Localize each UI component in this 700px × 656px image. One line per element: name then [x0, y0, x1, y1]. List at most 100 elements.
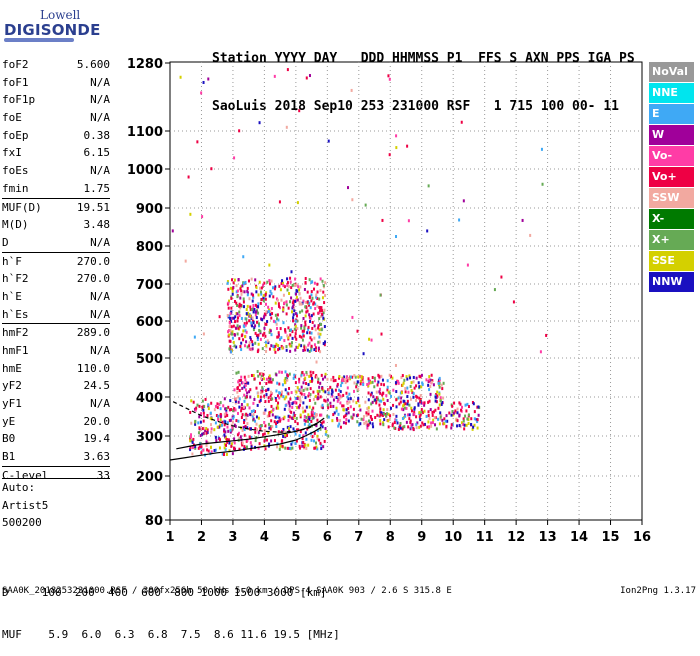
echo-point [230, 306, 233, 310]
echo-point [263, 297, 266, 301]
echo-point [304, 346, 307, 350]
echo-point [359, 408, 362, 412]
echo-point [268, 279, 271, 283]
echo-point [307, 325, 310, 329]
echo-point [278, 382, 281, 386]
echo-point [265, 377, 268, 381]
echo-point [262, 377, 265, 381]
echo-point [284, 329, 287, 333]
echo-point [200, 91, 203, 95]
echo-point [415, 415, 418, 419]
echo-point [304, 419, 307, 423]
echo-point [294, 348, 297, 352]
echo-point [386, 385, 389, 389]
echo-point [209, 445, 212, 449]
echo-point [240, 341, 243, 345]
echo-point [238, 379, 241, 383]
echo-point [267, 399, 270, 403]
echo-point [329, 405, 332, 409]
echo-point [236, 332, 239, 336]
echo-point [229, 286, 232, 290]
echo-point [328, 388, 331, 392]
echo-point [283, 301, 286, 305]
echo-point [253, 325, 256, 329]
echo-point [271, 397, 274, 401]
echo-point [368, 421, 371, 425]
echo-point [465, 409, 468, 413]
echo-point [396, 421, 399, 425]
echo-point [409, 427, 412, 431]
echo-point [191, 452, 194, 456]
echo-point [276, 445, 279, 449]
echo-point [243, 322, 246, 326]
echo-point [291, 283, 294, 287]
echo-point [347, 411, 350, 415]
echo-point [412, 395, 415, 399]
echo-point [462, 422, 465, 426]
echo-point [224, 443, 227, 447]
echo-point [270, 404, 273, 408]
echo-point [419, 394, 422, 398]
echo-point [213, 449, 216, 453]
echo-point [400, 407, 403, 411]
echo-point [307, 383, 310, 387]
footer-file-info: SAA0K_2018253231000.RSF / 300fx256h 50 k… [2, 586, 452, 596]
echo-point [295, 345, 298, 349]
echo-point [306, 348, 309, 352]
echo-point [237, 400, 240, 404]
echo-point [256, 350, 259, 354]
param-row: M(D) 3.48 [2, 216, 110, 234]
echo-point [285, 348, 288, 352]
echo-point [280, 336, 283, 340]
echo-point [249, 427, 252, 431]
echo-point [473, 410, 476, 414]
echo-point [267, 431, 270, 435]
echo-point [358, 423, 361, 427]
echo-point [350, 415, 353, 419]
echo-point [201, 399, 204, 403]
echo-point [236, 289, 239, 293]
echo-point [358, 404, 361, 408]
param-name: hmE [2, 361, 22, 375]
echo-point [207, 449, 210, 453]
echo-point [230, 319, 233, 323]
param-value: 270.0 [76, 272, 110, 286]
echo-point [405, 406, 408, 410]
echo-point [408, 417, 411, 421]
echo-point [380, 382, 383, 386]
echo-point [305, 437, 308, 441]
echo-point [332, 404, 335, 408]
echo-point [189, 448, 192, 452]
echo-point [248, 406, 251, 410]
echo-point [298, 109, 301, 113]
echo-point [198, 415, 201, 419]
echo-point [397, 396, 400, 400]
echo-point [238, 314, 241, 318]
echo-point [471, 427, 474, 431]
echo-point [266, 414, 269, 418]
echo-point [334, 388, 337, 392]
x-tick-label: 2 [197, 530, 206, 545]
echo-point [330, 378, 333, 382]
echo-point [321, 309, 324, 313]
echo-point [420, 408, 423, 412]
echo-point [233, 344, 236, 348]
echo-point [453, 401, 456, 405]
echo-point [317, 326, 320, 330]
echo-point [308, 398, 311, 402]
echo-point [393, 426, 396, 430]
echo-point [309, 393, 312, 397]
echo-point [260, 373, 263, 377]
echo-point [202, 426, 205, 430]
echo-point [450, 426, 453, 430]
echo-point [245, 330, 248, 334]
echo-point [305, 370, 308, 374]
echo-point [374, 416, 377, 420]
echo-point [248, 341, 251, 345]
echo-point [321, 386, 324, 390]
echo-point [379, 413, 382, 417]
echo-point [234, 299, 237, 303]
echo-point [307, 303, 310, 307]
echo-point [243, 344, 246, 348]
echo-point [251, 414, 254, 418]
